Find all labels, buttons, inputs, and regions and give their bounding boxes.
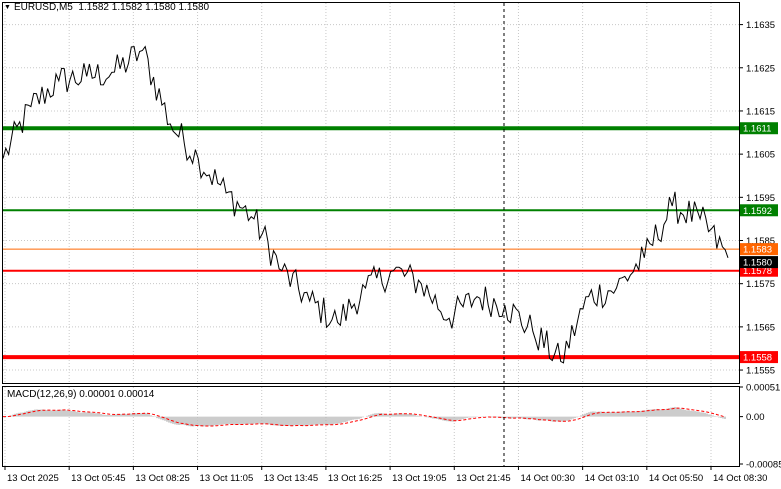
- macd-frame: [2, 386, 740, 467]
- time-tick-label: 13 Oct 11:05: [200, 473, 254, 484]
- time-axis[interactable]: 13 Oct 2025 13 Oct 05:45 13 Oct 08:25 13 Oc…: [4, 466, 767, 484]
- macd-tick-label: 0.00051: [746, 383, 780, 394]
- level-tag-label: 1.1558: [743, 353, 772, 364]
- chart-header: ▼ EURUSD,M5 1.1582 1.1582 1.1580 1.1580: [4, 2, 209, 13]
- time-tick-label: 13 Oct 08:25: [135, 473, 189, 484]
- level-tag: [740, 243, 778, 256]
- macd-label: MACD(12,26,9): [7, 389, 77, 400]
- symbol-timeframe: EURUSD,M5: [13, 2, 73, 13]
- ohlc-values: 1.1582 1.1582 1.1580 1.1580: [78, 2, 210, 13]
- time-tick-label: 13 Oct 05:45: [71, 473, 125, 484]
- price-tick-label: 1.1585: [746, 236, 775, 247]
- macd-axis: 0.00051 0.00 -0.00085: [739, 383, 781, 471]
- price-axis[interactable]: 1.16351.16251.16151.16051.15951.15851.15…: [739, 20, 778, 377]
- level-tag: [740, 351, 778, 364]
- macd-plot: [3, 406, 726, 427]
- price-tick-label: 1.1605: [746, 150, 775, 161]
- main-chart-frame: [2, 2, 740, 384]
- macd-tick-label: 0.00: [746, 412, 765, 423]
- time-tick-label: 13 Oct 13:45: [264, 473, 318, 484]
- price-tick-label: 1.1625: [746, 63, 775, 74]
- time-tick-label: 14 Oct 08:30: [713, 473, 767, 484]
- macd-tick-label: -0.00085: [746, 460, 781, 471]
- level-lines: [3, 126, 739, 360]
- level-tag-label: 1.1592: [743, 206, 772, 217]
- level-tag: [740, 122, 778, 135]
- time-tick-label: 14 Oct 05:50: [649, 473, 703, 484]
- time-tick-label: 13 Oct 19:05: [392, 473, 446, 484]
- time-tick-label: 13 Oct 21:45: [456, 473, 510, 484]
- price-tick-label: 1.1595: [746, 193, 775, 204]
- macd-values: 0.00001 0.00014: [79, 389, 155, 400]
- macd-signal-line: [3, 407, 726, 427]
- level-tag-label: 1.1611: [743, 124, 771, 135]
- price-line: [2, 45, 729, 364]
- current-price-tag: [740, 256, 778, 269]
- grid-lines: [3, 3, 739, 466]
- time-tick-label: 14 Oct 03:10: [585, 473, 639, 484]
- macd-header: MACD(12,26,9) 0.00001 0.00014: [7, 389, 154, 400]
- time-tick-label: 13 Oct 16:25: [328, 473, 382, 484]
- time-tick-label: 13 Oct 2025: [7, 473, 59, 484]
- price-tick-label: 1.1565: [746, 322, 775, 333]
- price-tick-label: 1.1635: [746, 20, 775, 31]
- price-tick-label: 1.1615: [746, 106, 775, 117]
- time-tick-label: 14 Oct 00:30: [520, 473, 574, 484]
- level-tag-label: 1.1578: [743, 266, 772, 277]
- price-tick-label: 1.1555: [746, 366, 775, 377]
- level-tag: [740, 204, 778, 217]
- dropdown-triangle-icon[interactable]: ▼: [4, 4, 11, 11]
- price-tick-label: 1.1575: [746, 279, 775, 290]
- price-series-line: [2, 45, 729, 364]
- current-price-label: 1.1580: [743, 258, 772, 269]
- level-tag-label: 1.1583: [743, 245, 772, 256]
